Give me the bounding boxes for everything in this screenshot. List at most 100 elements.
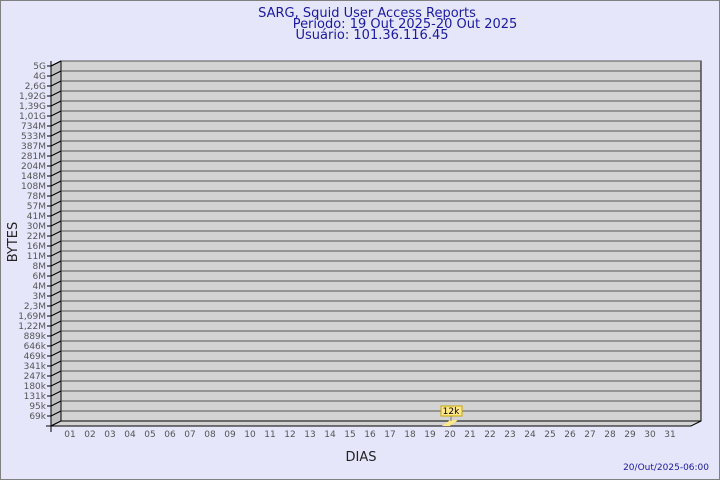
x-tick-label: 23	[504, 430, 515, 440]
y-tick-diagonal	[50, 310, 62, 317]
y-tick-label: 2,6G	[25, 82, 46, 92]
x-tick-label: 01	[64, 430, 75, 440]
y-tick-label: 3M	[33, 292, 47, 302]
y-tick-label: 11M	[27, 252, 46, 262]
x-tick-label: 11	[264, 430, 275, 440]
y-tick-label: 1,39G	[19, 102, 46, 112]
y-tick-label: 204M	[21, 162, 46, 172]
y-tick-diagonal	[50, 210, 62, 217]
x-tick-label: 16	[364, 430, 376, 440]
y-tick-label: 889k	[24, 332, 47, 342]
x-tick-label: 06	[164, 430, 176, 440]
y-tick-diagonal	[50, 140, 62, 147]
y-tick-diagonal	[50, 270, 62, 277]
x-tick-label: 08	[204, 430, 216, 440]
x-tick-label: 07	[184, 430, 195, 440]
y-tick-label: 341k	[24, 362, 47, 372]
y-tick-label: 6M	[33, 272, 47, 282]
y-tick-diagonal	[50, 370, 62, 377]
x-tick-label: 17	[384, 430, 395, 440]
y-tick-label: 4G	[33, 72, 46, 82]
y-tick-label: 108M	[21, 182, 46, 192]
x-tick-label: 10	[244, 430, 256, 440]
y-tick-label: 180k	[24, 382, 47, 392]
y-tick-diagonal	[50, 340, 62, 347]
y-tick-diagonal	[50, 70, 62, 77]
y-tick-diagonal	[50, 90, 62, 97]
y-tick-label: 2,3M	[24, 302, 46, 312]
y-tick-label: 1,92G	[19, 92, 46, 102]
x-tick-label: 30	[644, 430, 656, 440]
bar-label-box	[440, 405, 463, 417]
y-tick-label: 41M	[27, 212, 46, 222]
y-tick-diagonal	[50, 320, 62, 327]
x-tick-label: 02	[84, 430, 95, 440]
x-tick-label: 26	[564, 430, 576, 440]
y-tick-diagonal	[50, 380, 62, 387]
y-tick-diagonal	[50, 360, 62, 367]
y-tick-label: 247k	[24, 372, 47, 382]
y-tick-label: 1,01G	[19, 112, 46, 122]
y-tick-diagonal	[50, 80, 62, 87]
y-tick-diagonal	[50, 390, 62, 397]
y-tick-diagonal	[50, 280, 62, 287]
y-tick-diagonal	[50, 300, 62, 307]
x-tick-label: 13	[304, 430, 315, 440]
y-tick-diagonal	[50, 400, 62, 407]
chart-subtitle-user: Usuário: 101.36.116.45	[295, 28, 448, 43]
x-tick-label: 31	[664, 430, 675, 440]
y-tick-diagonal	[50, 170, 62, 177]
y-tick-diagonal	[50, 180, 62, 187]
x-axis-label: DIAS	[346, 450, 377, 465]
y-tick-diagonal	[50, 200, 62, 207]
y-tick-diagonal	[50, 240, 62, 247]
x-tick-label: 14	[324, 430, 336, 440]
y-tick-diagonal	[50, 220, 62, 227]
x-tick-label: 04	[124, 430, 136, 440]
chart-title: SARG, Squid User Access Reports	[258, 6, 476, 21]
x-tick-label: 24	[524, 430, 536, 440]
y-tick-label: 16M	[27, 242, 46, 252]
y-tick-label: 22M	[27, 232, 46, 242]
y-tick-label: 4M	[33, 282, 47, 292]
y-tick-label: 57M	[27, 202, 46, 212]
y-tick-label: 131k	[24, 392, 47, 402]
y-tick-diagonal	[50, 230, 62, 237]
x-tick-label: 20	[444, 430, 456, 440]
y-tick-label: 69k	[29, 412, 46, 422]
bar-day-20	[442, 420, 458, 426]
y-tick-label: 469k	[24, 352, 47, 362]
x-tick-label: 21	[464, 430, 475, 440]
y-tick-diagonal	[50, 110, 62, 117]
y-tick-label: 734M	[21, 122, 46, 132]
y-tick-diagonal	[50, 260, 62, 267]
x-tick-label: 05	[144, 430, 155, 440]
x-tick-label: 03	[104, 430, 115, 440]
x-tick-label: 12	[284, 430, 295, 440]
y-tick-label: 8M	[33, 262, 47, 272]
y-tick-diagonal	[50, 60, 62, 67]
footer-timestamp: 20/Out/2025-06:00	[623, 463, 709, 473]
x-tick-label: 15	[344, 430, 355, 440]
y-tick-label: 5G	[33, 62, 46, 72]
x-tick-label: 09	[224, 430, 236, 440]
y-tick-label: 95k	[29, 402, 46, 412]
y-tick-label: 30M	[27, 222, 46, 232]
y-axis-label: BYTES	[6, 222, 21, 263]
y-tick-label: 281M	[21, 152, 46, 162]
x-tick-label: 22	[484, 430, 495, 440]
bar-data-label: 12k	[443, 407, 460, 417]
y-tick-diagonal	[50, 410, 62, 417]
y-tick-diagonal	[50, 150, 62, 157]
y-tick-diagonal	[50, 190, 62, 197]
y-tick-diagonal	[50, 120, 62, 127]
y-tick-diagonal	[50, 290, 62, 297]
x-tick-label: 25	[544, 430, 555, 440]
y-tick-diagonal	[50, 250, 62, 257]
y-tick-diagonal	[50, 350, 62, 357]
y-tick-label: 1,22M	[18, 322, 46, 332]
y-tick-diagonal	[50, 130, 62, 137]
y-tick-label: 387M	[21, 142, 46, 152]
